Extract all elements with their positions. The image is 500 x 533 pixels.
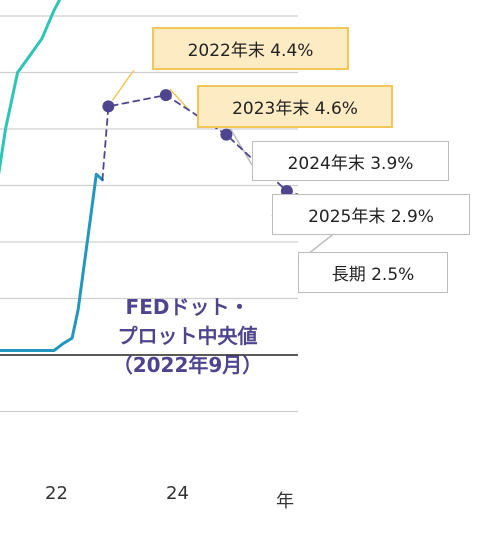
median-label-line-3: （2022年9月） — [112, 353, 263, 377]
x-axis-unit: 年 — [276, 491, 294, 512]
median-dot — [159, 89, 172, 102]
median-label: FEDドット・ プロット中央値 （2022年9月） — [95, 293, 280, 380]
leader-line — [229, 128, 253, 166]
median-label-line-2: プロット中央値 — [117, 324, 258, 348]
median-dot — [220, 128, 233, 141]
x-tick-24: 24 — [166, 483, 189, 504]
leader-line — [169, 88, 191, 112]
x-tick-22: 22 — [45, 483, 68, 504]
median-label-line-1: FEDドット・ — [125, 295, 250, 319]
grid-lines — [0, 15, 298, 413]
median-dot — [102, 100, 115, 113]
callout-2023: 2023年末 4.6% — [197, 85, 393, 128]
callout-longrun: 長期 2.5% — [298, 252, 448, 293]
callout-2024: 2024年末 3.9% — [252, 141, 449, 181]
series-line-1 — [0, 0, 62, 176]
leader-line — [111, 69, 135, 101]
callout-2025: 2025年末 2.9% — [272, 194, 470, 235]
callout-2022: 2022年末 4.4% — [152, 27, 349, 70]
series-line-2 — [0, 172, 104, 352]
